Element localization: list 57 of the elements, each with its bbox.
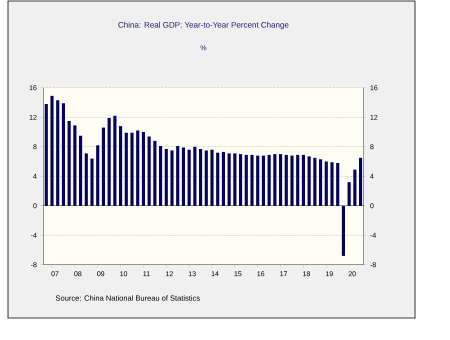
bar: [108, 118, 111, 206]
bar: [142, 132, 145, 206]
bar: [324, 162, 328, 206]
bar: [313, 158, 316, 206]
bar: [164, 148, 168, 206]
bar: [250, 154, 254, 206]
bar: [153, 140, 156, 206]
bar: [90, 158, 94, 206]
bar: [244, 154, 248, 206]
bar: [210, 150, 214, 206]
bar: [44, 104, 48, 206]
bar: [56, 100, 60, 206]
bar: [119, 126, 122, 206]
bar: [256, 156, 260, 206]
bar: [176, 146, 180, 206]
bar: [193, 146, 196, 206]
bar: [130, 132, 134, 206]
bar: [296, 154, 300, 206]
bar: [50, 96, 54, 206]
bar: [273, 154, 276, 206]
bar: [353, 170, 356, 206]
bar: [233, 153, 236, 206]
bar: [239, 154, 242, 206]
bar: [348, 182, 351, 206]
bar: [342, 206, 345, 256]
bar: [79, 136, 82, 206]
bar: [318, 159, 322, 206]
bar: [290, 156, 294, 206]
bar: [170, 150, 174, 206]
bar: [96, 145, 100, 206]
bar: [136, 130, 140, 206]
bar: [262, 156, 265, 206]
bar: [228, 153, 231, 206]
bar: [102, 128, 106, 206]
bar: [199, 148, 202, 206]
bar: [336, 162, 340, 206]
bar: [182, 148, 185, 206]
bar: [84, 153, 88, 206]
bar: [62, 103, 66, 206]
chart-title: China: Real GDP: Year-to-Year Percent Change: [118, 22, 288, 30]
bar: [330, 162, 334, 206]
bar: [113, 116, 116, 206]
bar: [124, 132, 128, 206]
bar: [308, 156, 311, 206]
bar: [188, 150, 191, 206]
bar: [284, 154, 288, 206]
bar: [279, 154, 282, 206]
bar: [222, 152, 225, 206]
bar: [148, 136, 151, 206]
bar: [268, 154, 271, 206]
bar: [204, 150, 208, 206]
bar: [216, 152, 220, 206]
bar: [302, 154, 305, 206]
bar: [68, 120, 71, 206]
bar: [73, 125, 76, 206]
bar: [159, 146, 162, 206]
bar: [358, 158, 362, 206]
